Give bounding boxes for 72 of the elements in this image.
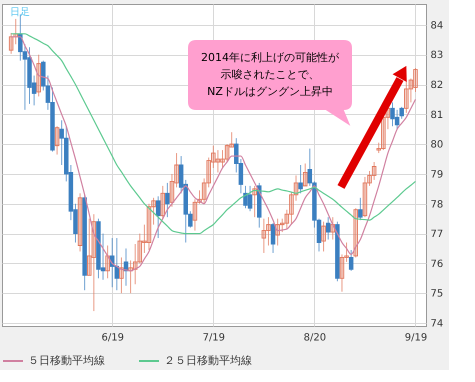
candlestick <box>151 197 156 226</box>
candlestick <box>358 197 363 221</box>
candlestick <box>170 173 174 208</box>
candlestick <box>165 182 170 218</box>
candlestick <box>8 32 14 54</box>
candlestick <box>202 178 206 204</box>
candlestick <box>78 192 82 252</box>
y-tick-label: 77 <box>430 229 444 240</box>
candlestick <box>266 216 271 246</box>
candlestick <box>404 81 409 114</box>
candlestick <box>262 218 266 254</box>
candlestick <box>354 208 358 258</box>
y-tick-label: 74 <box>430 318 444 330</box>
candlestick <box>376 142 381 154</box>
candlestick <box>92 214 96 312</box>
candlestick <box>280 218 284 233</box>
candlestick <box>294 174 298 202</box>
candlestick <box>289 191 294 226</box>
y-tick-label: 83 <box>430 50 444 62</box>
candlestick <box>138 233 142 264</box>
y-tick-label: 84 <box>430 20 444 32</box>
x-tick-label: 8/20 <box>304 332 326 344</box>
annotation: 示唆されたことで、 <box>220 68 320 81</box>
annotation: NZドルはグングン上昇中 <box>207 85 333 98</box>
y-tick-label: 80 <box>430 140 444 151</box>
candlestick <box>413 68 418 92</box>
legend-label: ２５日移動平均線 <box>164 354 252 367</box>
candlestick <box>381 115 386 151</box>
candlestick <box>146 203 152 250</box>
candlestick <box>321 221 326 252</box>
line-series <box>10 33 416 234</box>
y-tick-label: 81 <box>430 110 444 121</box>
candlestick <box>344 242 349 262</box>
x-tick-label: 6/19 <box>101 332 124 344</box>
y-tick-label: 78 <box>430 199 444 210</box>
candlestick <box>216 150 220 173</box>
annotation: 2014年に利上げの可能性が <box>201 51 340 64</box>
candlestick <box>394 109 400 130</box>
candlestick <box>270 222 276 254</box>
candlestick <box>192 198 198 232</box>
candlestick <box>229 132 234 148</box>
legend-label: ５日移動平均線 <box>28 354 105 367</box>
candlestick <box>124 248 128 286</box>
candlestick <box>367 170 372 186</box>
candlestick <box>211 145 216 168</box>
candlestick <box>224 144 230 163</box>
candlestick <box>87 218 92 276</box>
candlestick <box>36 54 41 97</box>
candlestick <box>206 157 211 188</box>
candlestick <box>302 163 308 186</box>
annotation: 日足 <box>10 7 30 18</box>
y-tick-label: 76 <box>430 258 444 270</box>
candlestick <box>160 185 166 220</box>
candlestick <box>174 152 179 188</box>
candlestick <box>340 254 344 292</box>
candlestick <box>156 196 160 239</box>
candlestick <box>105 245 110 279</box>
candlestick <box>54 126 60 156</box>
candlestick <box>220 150 225 168</box>
y-tick-label: 82 <box>430 80 444 91</box>
candlestick <box>408 78 414 103</box>
candlestick <box>348 249 354 272</box>
candlestick <box>372 162 376 180</box>
candlestick <box>298 164 303 194</box>
y-tick-label: 75 <box>430 288 444 300</box>
candlestick <box>284 209 290 230</box>
candlestick <box>326 216 330 240</box>
candlestick <box>142 224 147 254</box>
candlestick <box>362 176 368 218</box>
x-tick-label: 7/19 <box>202 332 226 344</box>
y-tick-label: 79 <box>430 169 444 180</box>
x-tick-label: 9/19 <box>404 332 428 344</box>
